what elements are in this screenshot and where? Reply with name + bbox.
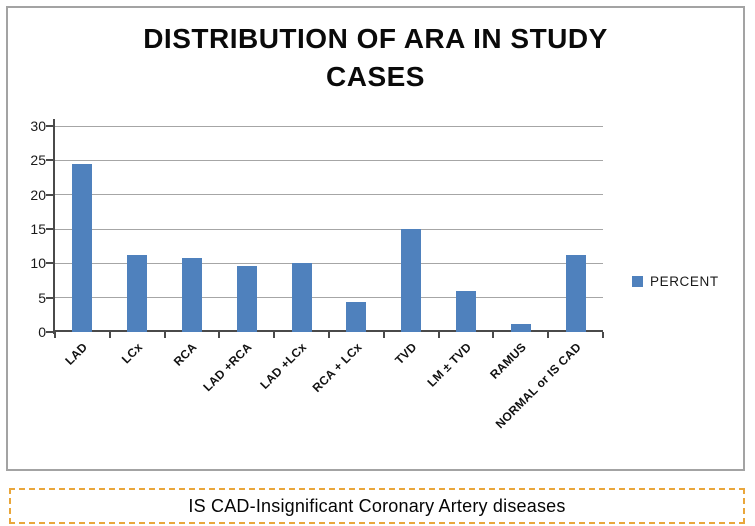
gridline-25 bbox=[55, 159, 603, 161]
y-tick-15 bbox=[46, 228, 53, 230]
legend: PERCENT bbox=[632, 274, 719, 289]
chart-title: DISTRIBUTION OF ARA IN STUDY CASES bbox=[143, 23, 608, 92]
legend-label: PERCENT bbox=[650, 274, 719, 289]
y-tick-20 bbox=[46, 193, 53, 196]
y-tick-label-15: 15 bbox=[30, 221, 46, 237]
x-tick-4 bbox=[273, 332, 276, 338]
y-tick-label-25: 25 bbox=[30, 152, 46, 169]
gridline-20 bbox=[55, 194, 603, 196]
gridline-5 bbox=[55, 297, 603, 299]
x-label-text: LM ± TVD bbox=[424, 340, 474, 390]
bar-LAD +LCx bbox=[291, 263, 312, 332]
bar-LM ± TVD bbox=[456, 290, 476, 332]
x-axis-line bbox=[53, 330, 603, 332]
y-tick-label-0: 0 bbox=[38, 324, 46, 340]
y-tick-label-10: 10 bbox=[30, 255, 46, 272]
bar-LAD +RCA bbox=[236, 266, 257, 332]
x-tick-3 bbox=[218, 332, 221, 338]
x-tick-5 bbox=[328, 332, 330, 338]
x-label-text: RAMUS bbox=[486, 340, 529, 382]
x-tick-6 bbox=[382, 332, 385, 338]
gridline-30 bbox=[55, 125, 603, 127]
x-tick-9 bbox=[547, 332, 550, 338]
y-tick-10 bbox=[46, 262, 53, 265]
y-tick-label-20: 20 bbox=[30, 186, 46, 203]
plot-area: LAD LCx RCA LAD +RCA LAD +LCx RCA + LCx TVD LM … bbox=[46, 119, 604, 431]
chart-frame: DISTRIBUTION OF ARA IN STUDY CASES LAD LC… bbox=[6, 6, 745, 471]
bar-TVD bbox=[401, 229, 422, 332]
x-label-text: LAD +RCA bbox=[200, 340, 255, 395]
y-axis-line bbox=[53, 119, 55, 334]
caption-text: IS CAD-Insignificant Coronary Artery dis… bbox=[188, 495, 566, 516]
y-tick-label-5: 5 bbox=[38, 289, 46, 306]
x-label-text: LAD +LCx bbox=[257, 340, 310, 392]
bar-RAMUS bbox=[510, 323, 531, 332]
x-tick-1 bbox=[108, 332, 111, 338]
bar-LCx bbox=[127, 255, 148, 332]
legend-swatch-icon bbox=[632, 276, 643, 287]
x-tick-2 bbox=[163, 332, 166, 338]
bar-NORMAL or IS CAD bbox=[565, 255, 586, 332]
bar-RCA bbox=[182, 257, 202, 332]
x-tick-7 bbox=[437, 332, 440, 338]
bar-LAD bbox=[72, 163, 93, 332]
gridline-10 bbox=[55, 262, 603, 264]
gridline-15 bbox=[55, 228, 603, 230]
y-tick-30 bbox=[46, 125, 53, 127]
x-tick-0 bbox=[54, 332, 56, 338]
bar-RCA + LCx bbox=[346, 301, 367, 332]
caption-box: IS CAD-Insignificant Coronary Artery dis… bbox=[9, 488, 745, 524]
y-tick-0 bbox=[46, 331, 53, 333]
x-label-text: TVD bbox=[391, 340, 420, 368]
y-tick-label-30: 30 bbox=[30, 118, 46, 134]
x-label-text: RCA bbox=[171, 340, 200, 369]
y-tick-25 bbox=[46, 159, 53, 162]
x-tick-10 bbox=[602, 332, 604, 338]
y-tick-5 bbox=[46, 296, 53, 299]
x-label-text: LCx bbox=[118, 340, 146, 367]
x-tick-8 bbox=[492, 332, 495, 338]
x-label-text: LAD bbox=[62, 340, 91, 368]
x-label-text: RCA + LCx bbox=[309, 340, 365, 395]
